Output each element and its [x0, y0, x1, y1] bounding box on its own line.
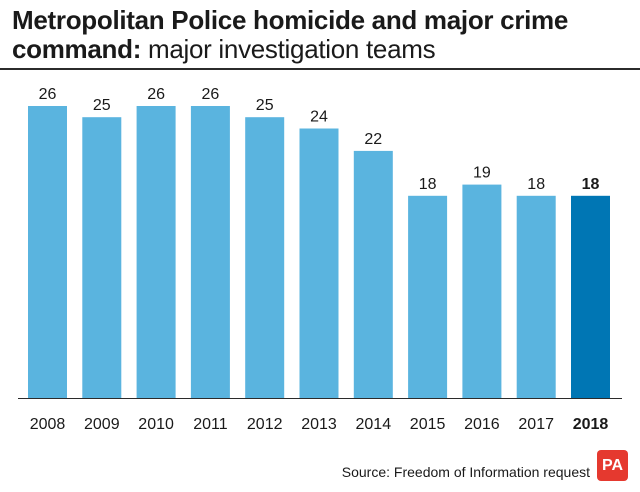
category-label-2016: 2016: [464, 416, 500, 433]
value-label-2017: 18: [527, 176, 545, 193]
bar-2018: [571, 195, 610, 398]
title-light: major investigation teams: [148, 34, 436, 64]
bar-2015: [408, 195, 448, 398]
value-label-2010: 26: [147, 86, 165, 103]
category-label-2011: 2011: [193, 416, 228, 433]
source-note: Source: Freedom of Information request: [341, 464, 590, 480]
category-label-2013: 2013: [301, 416, 337, 433]
category-label-2009: 2009: [84, 416, 120, 433]
bar-2012: [245, 117, 285, 398]
value-label-2012: 25: [256, 97, 274, 114]
value-label-2016: 19: [473, 165, 491, 182]
value-label-2015: 18: [419, 176, 437, 193]
value-label-2014: 22: [364, 131, 382, 148]
value-label-2009: 25: [93, 97, 111, 114]
bar-2009: [82, 117, 122, 398]
category-label-2017: 2017: [518, 416, 554, 433]
bar-2010: [136, 106, 176, 398]
category-label-2010: 2010: [138, 416, 174, 433]
category-label-2014: 2014: [356, 416, 392, 433]
category-label-2008: 2008: [30, 416, 66, 433]
category-label-2015: 2015: [410, 416, 446, 433]
bar-2016: [462, 184, 502, 398]
chart-title: Metropolitan Police homicide and major c…: [12, 6, 632, 64]
bar-2008: [28, 106, 67, 398]
category-label-2018: 2018: [573, 416, 609, 433]
bar-chart: 26 2008 25 2009 26 2010 26 2011 25 2012 24 2013 22 20…: [18, 86, 622, 433]
title-divider: [0, 68, 640, 70]
value-label-2013: 24: [310, 109, 328, 126]
pa-logo: PA: [597, 450, 628, 481]
value-label-2011: 26: [202, 86, 220, 103]
bar-2017: [516, 195, 556, 398]
category-label-2012: 2012: [247, 416, 283, 433]
bar-2013: [299, 128, 339, 398]
bar-2014: [353, 150, 393, 398]
title-bold: Metropolitan Police homicide and major c…: [12, 5, 569, 64]
bar-2011: [190, 106, 230, 398]
value-label-2018: 18: [582, 176, 600, 193]
value-label-2008: 26: [39, 86, 57, 103]
